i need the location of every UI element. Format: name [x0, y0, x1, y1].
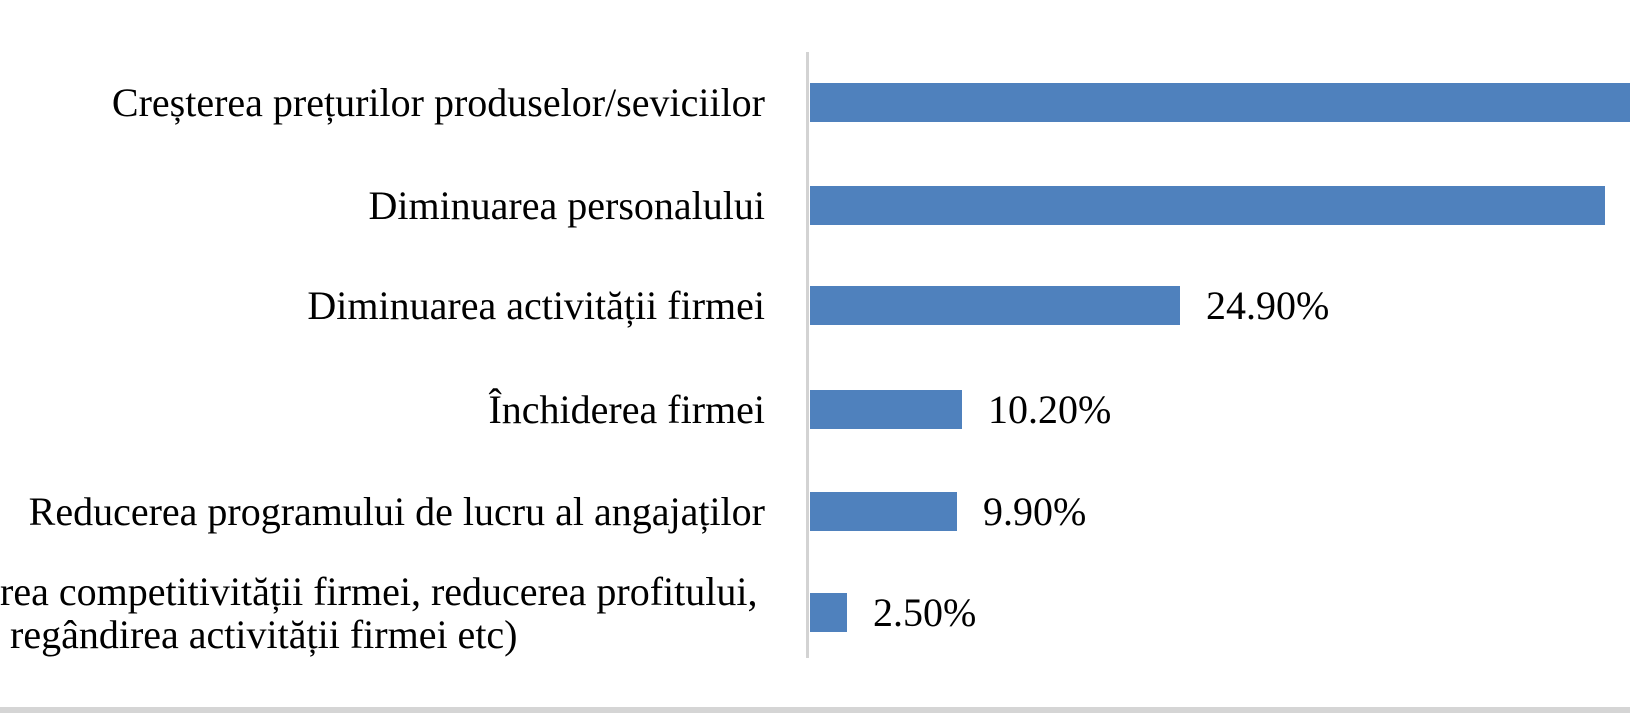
value-label: 10.20%: [988, 386, 1112, 432]
category-axis-line: [806, 52, 809, 658]
bar: [810, 492, 957, 531]
chart-row: Diminuarea activității firmei 24.90%: [0, 282, 1630, 328]
category-label: Creșterea prețurilor produselor/seviciil…: [111, 79, 765, 125]
value-label: 24.90%: [1206, 282, 1330, 328]
category-label: Reducerea programului de lucru al angaja…: [28, 488, 765, 534]
chart-row: Închiderea firmei 10.20%: [0, 386, 1630, 432]
bar: [810, 286, 1180, 325]
chart-row: Diminuarea personalului: [0, 182, 1630, 228]
bar: [810, 593, 847, 632]
category-label: Închiderea firmei: [488, 386, 765, 432]
bar: [810, 186, 1605, 225]
category-label: Diminuarea personalului: [368, 182, 765, 228]
chart-row: rea competitivității firmei, reducerea p…: [0, 570, 1630, 656]
category-label: Diminuarea activității firmei: [307, 282, 765, 328]
bar: [810, 390, 962, 429]
value-label: 9.90%: [983, 488, 1087, 534]
bottom-border-line: [0, 707, 1630, 713]
category-label-clipped: rea competitivității firmei, reducerea p…: [0, 570, 757, 656]
category-label-line-2: regândirea activității firmei etc): [10, 611, 518, 657]
chart-row: Creșterea prețurilor produselor/seviciil…: [0, 79, 1630, 125]
category-label-line-1: rea competitivității firmei, reducerea p…: [0, 568, 758, 614]
chart-row: Reducerea programului de lucru al angaja…: [0, 488, 1630, 534]
value-label: 2.50%: [873, 589, 977, 635]
bar: [810, 83, 1630, 122]
